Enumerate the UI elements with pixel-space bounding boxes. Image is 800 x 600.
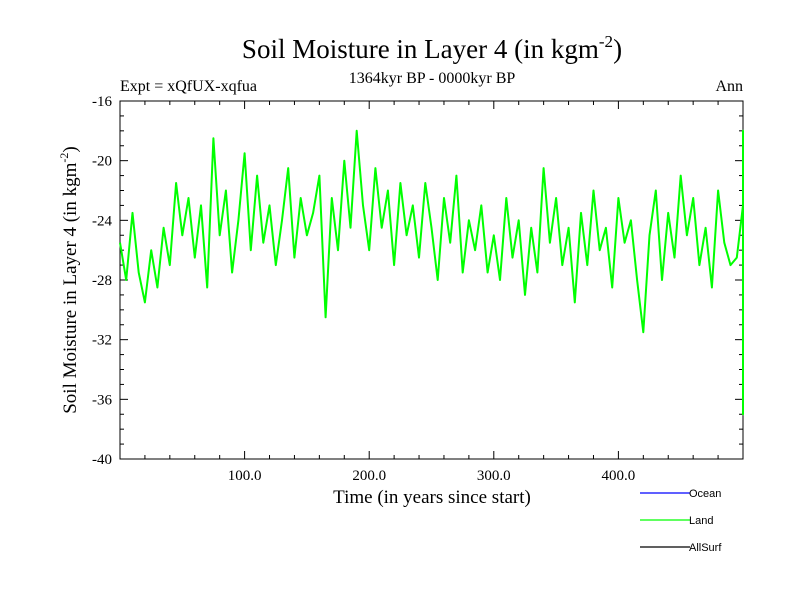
x-tick-label: 400.0 [602,468,636,484]
season-label: Ann [715,78,743,95]
y-tick-label: -16 [92,94,112,110]
legend: Ocean Land AllSurf [640,488,722,554]
legend-label-land: Land [689,515,713,527]
y-tick-label: -20 [92,154,112,170]
series-line-land [119,129,744,416]
x-axis-label: Time (in years since start) [333,487,531,508]
y-tick-label: -28 [92,273,112,289]
legend-label-allsurf: AllSurf [689,542,722,554]
y-tick-label: -40 [92,452,112,468]
svg-text:Soil Moisture in Layer 4 (in k: Soil Moisture in Layer 4 (in kgm-2) [57,146,81,414]
experiment-label: Expt = xQfUX-xqfua [120,78,257,95]
time-range-label: 1364kyr BP - 0000kyr BP [349,70,516,87]
y-tick-label: -32 [92,333,112,349]
y-tick-label: -24 [92,213,112,229]
series-layer [119,129,744,416]
y-axis-label: Soil Moisture in Layer 4 (in kgm-2) [57,146,81,414]
chart-title: Soil Moisture in Layer 4 (in kgm-2) [242,32,622,64]
x-tick-label: 300.0 [477,468,511,484]
tick-labels: 100.0 200.0 300.0 400.0 -16 -20 -24 -28 -32 -36 -4… [92,94,635,484]
legend-label-ocean: Ocean [689,488,721,500]
x-tick-label: 100.0 [228,468,262,484]
x-tick-label: 200.0 [352,468,386,484]
y-tick-label: -36 [92,392,112,408]
